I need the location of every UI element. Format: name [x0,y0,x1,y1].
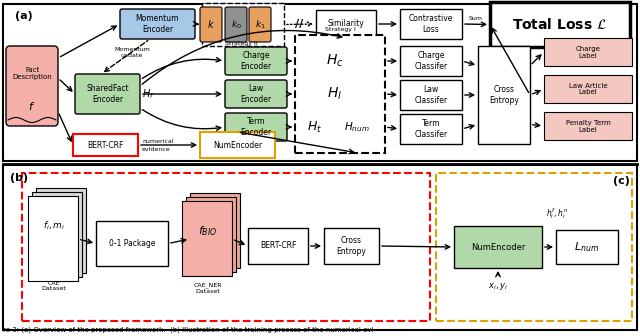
Text: (c): (c) [613,176,630,186]
Text: Law Article
Label: Law Article Label [569,83,607,95]
Bar [400,114,462,144]
Text: Similarity: Similarity [328,19,364,29]
Bar [490,2,630,47]
Text: BERT-CRF: BERT-CRF [260,242,296,251]
Bar [190,193,240,268]
Text: //: // [295,19,303,29]
Text: 0-1 Package: 0-1 Package [109,239,156,248]
Bar [544,38,632,66]
Text: Strategy II: Strategy II [225,42,258,46]
Text: Momentum
update: Momentum update [114,47,150,58]
Text: $f$: $f$ [28,100,36,112]
Text: $H_{num}$: $H_{num}$ [344,120,370,134]
Text: $H_c$: $H_c$ [326,53,344,69]
Text: SharedFact
Encoder: SharedFact Encoder [86,84,129,104]
Bar [324,228,379,264]
Bar [3,4,637,161]
Text: Law
Encoder: Law Encoder [241,84,271,104]
Bar [73,134,138,156]
Text: $L_{num}$: $L_{num}$ [575,240,600,254]
Text: Momentum
Encoder: Momentum Encoder [136,14,179,34]
Bar [32,192,82,277]
Bar [22,173,430,321]
Text: evidence: evidence [142,148,171,152]
FancyBboxPatch shape [75,74,140,114]
Bar [316,10,376,38]
Text: numerical: numerical [142,138,173,143]
Text: $k$: $k$ [207,18,215,31]
Bar [544,75,632,103]
Text: $h_i^f, h_i^n$: $h_i^f, h_i^n$ [546,207,568,221]
Text: (a): (a) [15,11,33,21]
Bar [3,165,637,330]
FancyBboxPatch shape [6,46,58,126]
Text: NumEncoder: NumEncoder [213,140,262,150]
Text: $H_t$: $H_t$ [307,120,323,134]
Text: Penalty Term
Label: Penalty Term Label [566,120,611,132]
Bar [36,188,86,273]
Bar [182,201,232,276]
Text: Strategy I: Strategy I [324,27,355,32]
Bar [400,9,462,39]
Text: $x_i, y_i$: $x_i, y_i$ [488,281,508,292]
Text: Charge
Encoder: Charge Encoder [241,51,271,71]
Text: re 3: (a) Overview of the proposed framework.  (b) Illustration of the training : re 3: (a) Overview of the proposed frame… [3,327,374,333]
FancyBboxPatch shape [225,47,287,75]
Bar [295,35,385,153]
Text: Total Loss $\mathcal{L}$: Total Loss $\mathcal{L}$ [512,17,608,32]
Text: CAE_NER
Dataset: CAE_NER Dataset [194,282,222,294]
FancyBboxPatch shape [225,80,287,108]
Text: $H_l$: $H_l$ [328,86,342,102]
Text: (b): (b) [10,173,28,183]
Text: Charge
Label: Charge Label [575,45,600,58]
Bar [96,221,168,266]
Text: Contrastive
Loss: Contrastive Loss [409,14,453,34]
Bar [28,196,78,281]
Text: Law
Classifer: Law Classifer [415,85,447,105]
Bar [186,197,236,272]
FancyBboxPatch shape [200,7,222,42]
Bar [400,46,462,76]
Bar [400,80,462,110]
Text: Charge
Classifer: Charge Classifer [415,51,447,71]
Bar [248,228,308,264]
Text: Cross
Entropy: Cross Entropy [337,236,367,256]
Text: BERT-CRF: BERT-CRF [87,140,124,150]
Text: $k_1$: $k_1$ [255,18,266,31]
Text: $f_{BIO}$: $f_{BIO}$ [198,224,218,238]
Bar [556,230,618,264]
Text: $f_i, m_i$: $f_i, m_i$ [43,220,65,232]
Text: Fact
Description: Fact Description [12,68,52,81]
Text: $H_f$: $H_f$ [141,87,154,101]
Bar [202,3,284,46]
Bar [436,173,632,321]
FancyBboxPatch shape [120,9,195,39]
Text: $k_0$: $k_0$ [230,18,241,31]
Text: Sum: Sum [469,15,483,20]
Text: NumEncoder: NumEncoder [471,243,525,252]
Text: Cross
Entropy: Cross Entropy [489,85,519,105]
FancyBboxPatch shape [225,113,287,141]
Text: CAE
Dataset: CAE Dataset [42,281,67,291]
Text: Term
Classifer: Term Classifer [415,119,447,139]
FancyBboxPatch shape [249,7,271,42]
Bar [478,46,530,144]
Bar [200,132,275,158]
FancyBboxPatch shape [225,7,247,42]
Bar [454,226,542,268]
Text: Term
Encoder: Term Encoder [241,117,271,137]
Bar [544,112,632,140]
